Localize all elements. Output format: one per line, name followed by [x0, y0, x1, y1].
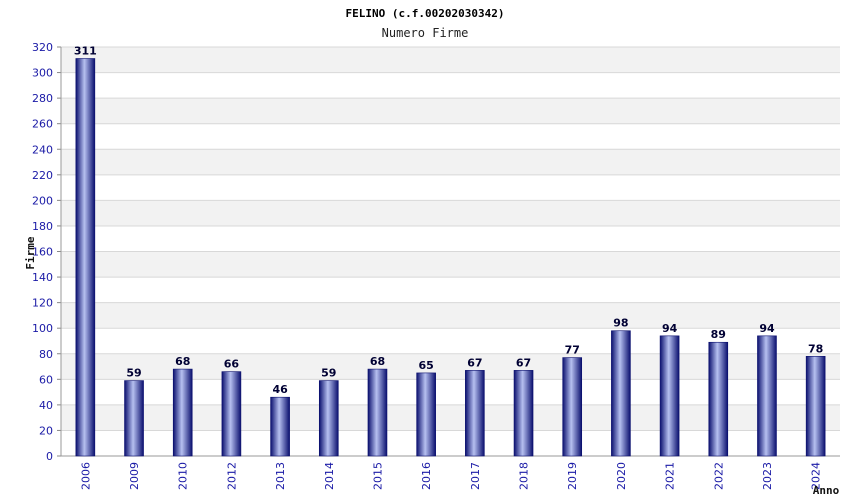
- value-labels: 311 59 68 66 46 59 68 65 67 67 77 98 94 89 94 78: [74, 45, 823, 397]
- bar-2013: [270, 396, 290, 457]
- y-tick-label: 0: [46, 450, 53, 463]
- value-label-2024: 78: [808, 342, 823, 355]
- x-tick-label-2023: 2023: [761, 462, 774, 490]
- grid-band: [61, 149, 840, 175]
- x-tick-label-2024: 2024: [810, 462, 823, 490]
- x-tick-label-2016: 2016: [420, 462, 433, 490]
- value-label-2020: 98: [613, 317, 628, 330]
- grid-band: [61, 302, 840, 329]
- x-tick-label-2014: 2014: [323, 462, 336, 490]
- value-label-2014: 59: [321, 367, 336, 380]
- x-tick-label-2012: 2012: [225, 462, 238, 490]
- bar-2021: [659, 335, 680, 457]
- x-tick-label-2015: 2015: [371, 462, 384, 490]
- bar-2015: [367, 368, 388, 457]
- bars: [75, 58, 826, 457]
- value-label-2016: 65: [419, 359, 434, 372]
- grid-band: [61, 200, 840, 226]
- y-tick-label: 220: [32, 169, 53, 182]
- grid-band: [61, 251, 840, 278]
- value-label-2013: 46: [272, 383, 288, 396]
- bar-2018: [513, 370, 534, 457]
- value-label-2015: 68: [370, 355, 385, 368]
- bar-2014: [318, 380, 339, 457]
- y-axis-ticks: 0 20 40 60 80 100 120 140 160 180 200 220 240 260 280 3…: [32, 41, 53, 463]
- x-tick-label-2021: 2021: [664, 462, 677, 490]
- bar-2012: [221, 371, 242, 457]
- x-tick-label-2017: 2017: [469, 462, 482, 490]
- y-tick-label: 160: [32, 246, 53, 259]
- bar-2010: [172, 368, 193, 457]
- value-label-2023: 94: [759, 322, 775, 335]
- bar-2009: [124, 380, 144, 457]
- y-tick-label: 200: [32, 194, 53, 207]
- y-tick-label: 100: [32, 322, 53, 335]
- bar-2017: [465, 370, 485, 457]
- x-tick-label-2009: 2009: [128, 462, 141, 490]
- value-label-2012: 66: [224, 358, 240, 371]
- grid-band: [61, 47, 840, 73]
- x-tick-label-2010: 2010: [177, 462, 190, 490]
- bar-2024: [805, 356, 826, 457]
- bar-2020: [611, 330, 631, 457]
- value-label-2010: 68: [175, 355, 190, 368]
- x-tick-label-2018: 2018: [518, 462, 531, 490]
- x-axis-ticks: 2006 2009 2010 2012 2013 2014 2015 2016 2017 2018…: [79, 462, 822, 490]
- y-tick-label: 20: [39, 424, 53, 437]
- y-tick-label: 40: [39, 399, 53, 412]
- value-label-2021: 94: [662, 322, 678, 335]
- bar-2022: [708, 341, 729, 457]
- x-tick-label-2019: 2019: [566, 462, 579, 490]
- y-tick-label: 320: [32, 41, 53, 54]
- y-tick-label: 240: [32, 143, 53, 156]
- y-tick-label: 140: [32, 271, 53, 284]
- value-label-2019: 77: [565, 344, 580, 357]
- grid-band: [61, 98, 840, 124]
- value-label-2006: 311: [74, 45, 97, 58]
- value-label-2009: 59: [126, 367, 141, 380]
- y-tick-label: 300: [32, 67, 53, 80]
- y-tick-label: 180: [32, 220, 53, 233]
- y-tick-label: 280: [32, 92, 53, 105]
- value-label-2018: 67: [516, 356, 531, 369]
- value-label-2017: 67: [467, 356, 482, 369]
- bar-2023: [757, 335, 777, 457]
- bar-2016: [416, 372, 436, 457]
- x-tick-label-2006: 2006: [79, 462, 92, 490]
- value-label-2022: 89: [711, 328, 726, 341]
- y-tick-label: 60: [39, 373, 53, 386]
- chart-subtitle: Numero Firme: [382, 26, 469, 40]
- y-axis-label: Firme: [24, 236, 37, 269]
- y-tick-label: 120: [32, 297, 53, 310]
- chart-title: FELINO (c.f.00202030342): [346, 7, 505, 20]
- bar-2019: [562, 357, 583, 457]
- x-tick-label-2020: 2020: [615, 462, 628, 490]
- bar-2006: [75, 58, 96, 457]
- y-tick-label: 80: [39, 348, 53, 361]
- x-tick-label-2022: 2022: [712, 462, 725, 490]
- x-axis-label: Anno: [813, 484, 840, 497]
- y-tick-label: 260: [32, 118, 53, 131]
- x-tick-label-2013: 2013: [274, 462, 287, 490]
